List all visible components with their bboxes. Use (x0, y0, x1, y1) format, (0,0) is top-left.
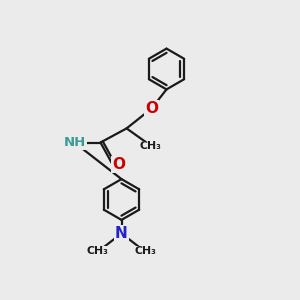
Text: NH: NH (63, 136, 86, 149)
Text: CH₃: CH₃ (135, 246, 156, 256)
Text: O: O (145, 101, 158, 116)
Text: CH₃: CH₃ (140, 141, 162, 152)
Text: O: O (112, 157, 126, 172)
Text: N: N (115, 226, 128, 241)
Text: CH₃: CH₃ (87, 246, 108, 256)
